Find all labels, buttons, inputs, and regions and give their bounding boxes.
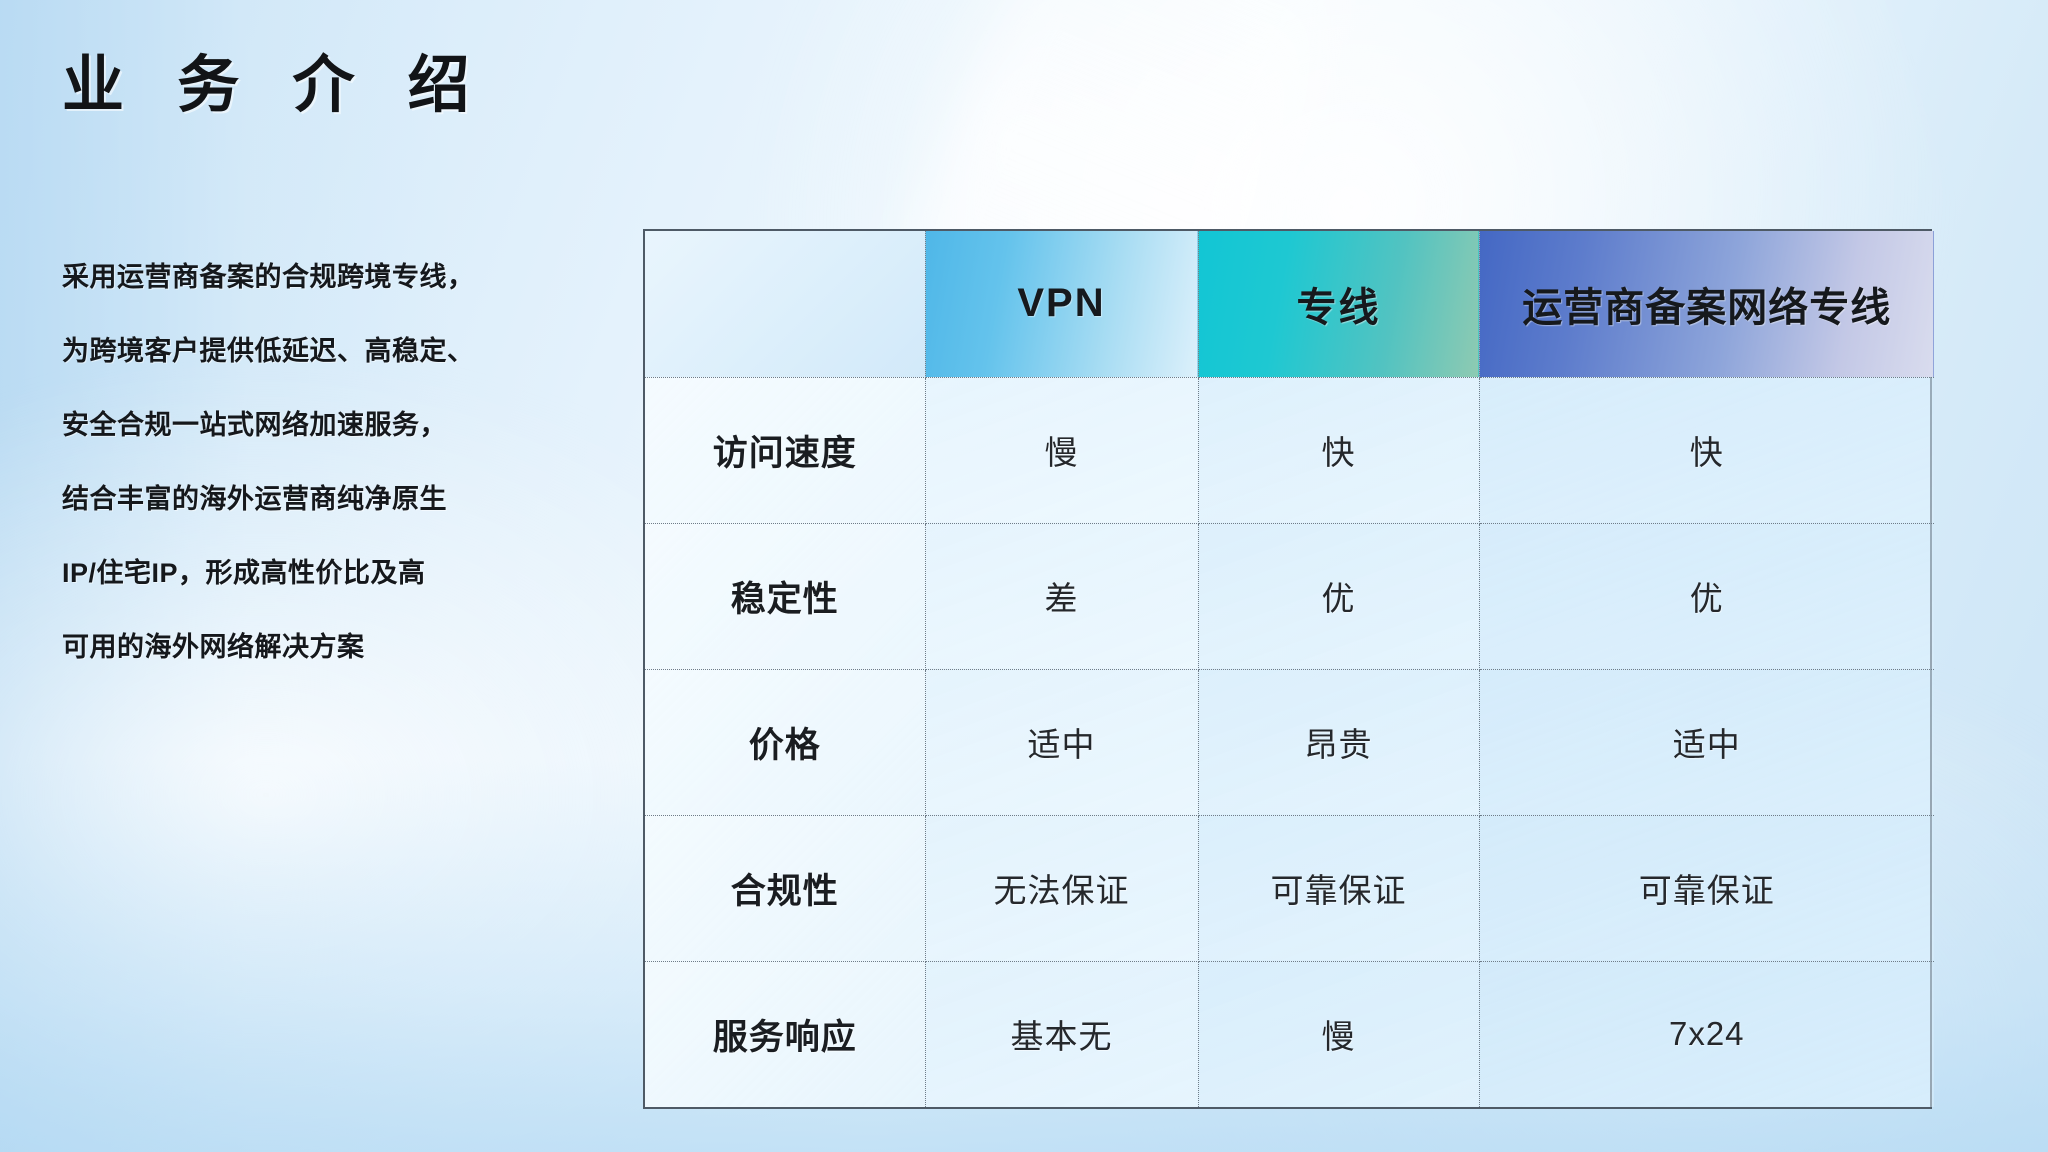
cell-operator-line: 7x24: [1479, 961, 1934, 1107]
header-operator-registered-line: 运营商备案网络专线: [1479, 231, 1934, 378]
cell-operator-line: 适中: [1479, 669, 1934, 816]
table-row: 访问速度 慢 快 快: [645, 377, 1934, 524]
header-dedicated-line-label: 专线: [1296, 285, 1381, 330]
cell-dedicated-line: 优: [1198, 523, 1480, 670]
header-vpn-label: VPN: [1017, 281, 1106, 326]
cell-operator-line: 可靠保证: [1479, 815, 1934, 962]
cell-vpn: 差: [925, 523, 1199, 670]
row-label: 访问速度: [645, 377, 926, 524]
header-blank: [645, 231, 926, 378]
paragraph-line: IP/住宅IP，形成高性价比及高: [62, 558, 426, 588]
cell-vpn: 慢: [925, 377, 1199, 524]
table-row: 价格 适中 昂贵 适中: [645, 669, 1934, 816]
table-row: 合规性 无法保证 可靠保证 可靠保证: [645, 815, 1934, 962]
cell-dedicated-line: 昂贵: [1198, 669, 1480, 816]
header-dedicated-line: 专线: [1198, 231, 1480, 378]
paragraph-line: 采用运营商备案的合规跨境专线，: [62, 262, 475, 292]
paragraph-line: 结合丰富的海外运营商纯净原生: [62, 484, 447, 514]
intro-paragraph: 采用运营商备案的合规跨境专线， 为跨境客户提供低延迟、高稳定、 安全合规一站式网…: [62, 240, 622, 684]
comparison-table: VPN 专线 运营商备案网络专线 访问速度 慢 快 快: [645, 231, 1934, 1107]
paragraph-line: 可用的海外网络解决方案: [62, 632, 365, 662]
cell-dedicated-line: 慢: [1198, 961, 1480, 1107]
header-vpn: VPN: [925, 231, 1199, 378]
table-row: 服务响应 基本无 慢 7x24: [645, 961, 1934, 1107]
table-header-row: VPN 专线 运营商备案网络专线: [645, 231, 1934, 378]
table-row: 稳定性 差 优 优: [645, 523, 1934, 670]
cell-dedicated-line: 快: [1198, 377, 1480, 524]
paragraph-line: 为跨境客户提供低延迟、高稳定、: [62, 336, 475, 366]
comparison-table-container: VPN 专线 运营商备案网络专线 访问速度 慢 快 快: [643, 229, 1934, 1109]
row-label: 合规性: [645, 815, 926, 962]
cell-vpn: 无法保证: [925, 815, 1199, 962]
paragraph-line: 安全合规一站式网络加速服务，: [62, 410, 447, 440]
cell-operator-line: 快: [1479, 377, 1934, 524]
cell-operator-line: 优: [1479, 523, 1934, 670]
row-label: 服务响应: [645, 961, 926, 1107]
page-title: 业 务 介 绍: [62, 51, 488, 120]
row-label: 稳定性: [645, 523, 926, 670]
cell-dedicated-line: 可靠保证: [1198, 815, 1480, 962]
cell-vpn: 适中: [925, 669, 1199, 816]
cell-vpn: 基本无: [925, 961, 1199, 1107]
header-operator-registered-line-label: 运营商备案网络专线: [1522, 285, 1892, 330]
row-label: 价格: [645, 669, 926, 816]
